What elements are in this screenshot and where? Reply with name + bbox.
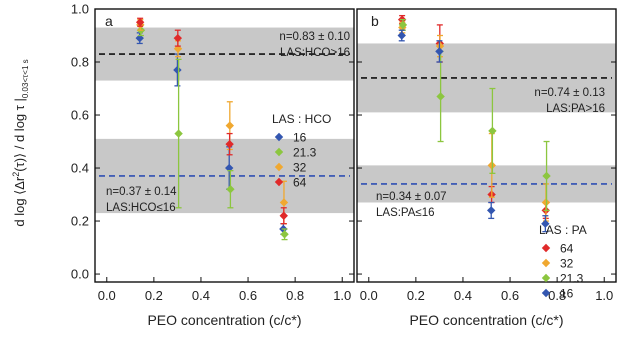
x-tick-label: 0.0 [360,288,378,303]
data-point-16 [397,31,406,40]
data-point-64 [279,211,288,220]
band-annotation-value: n=0.83 ± 0.10 [279,31,350,43]
panel-a: n=0.83 ± 0.10 LAS:HCO>16 n=0.37 ± 0.14 LAS:… [71,2,355,328]
legend-label: 32 [293,161,307,175]
legend-marker-21.3 [541,273,551,283]
x-tick-label: 0.6 [239,288,257,303]
legend-marker-21.3 [274,147,284,157]
x-tick-label: 1.0 [333,288,351,303]
x-tick-label: 0.4 [192,288,210,303]
legend-marker-64 [274,177,284,187]
x-tick-label: 1.0 [595,288,613,303]
data-point-21.3 [174,129,183,138]
legend-marker-64 [541,243,551,253]
x-tick-label: 0.4 [454,288,472,303]
y-tick-label: 0.0 [71,267,89,282]
x-tick-label: 0.6 [501,288,519,303]
legend-label: 64 [560,242,574,256]
band-annotation-label: LAS:PA≤16 [376,207,435,219]
x-axis-label: PEO concentration (c/c*) [147,312,301,328]
legend-label: 21.3 [293,146,317,160]
data-point-21.3 [280,230,289,239]
data-point-64 [225,139,234,149]
data-point-32 [173,44,183,53]
panel-letter: b [371,13,379,29]
legend-title: LAS : HCO [272,112,331,126]
data-point-16 [487,206,496,215]
data-point-64 [135,18,145,27]
data-point-21.3 [436,92,445,101]
legend-marker-32 [541,258,551,268]
data-point-32 [279,198,289,207]
x-tick-label: 0.8 [548,288,566,303]
data-point-16 [435,47,444,56]
plot-frame [94,8,355,283]
band-annotation-value: n=0.74 ± 0.13 [534,87,605,99]
panel-letter: a [105,13,113,29]
data-point-21.3 [542,171,551,181]
panel-b: n=0.74 ± 0.13 LAS:PA>16 n=0.34 ± 0.07 LAS:P… [356,8,617,328]
y-tick-label: 0.6 [71,108,89,123]
band-annotation-label: LAS:HCO≤16 [106,202,176,214]
y-tick-label: 0.2 [71,214,89,229]
data-point-16 [541,219,550,228]
x-tick-label: 0.2 [145,288,163,303]
data-point-32 [225,121,235,130]
legend-marker-32 [274,162,284,172]
band-annotation-value: n=0.34 ± 0.07 [376,191,447,203]
legend-label: 21.3 [560,272,584,286]
data-point-21.3 [398,20,408,30]
plot-frame [356,8,617,283]
y-tick-label: 0.4 [71,161,89,176]
band-annotation-label: LAS:HCO>16 [280,47,350,59]
legend-label: 16 [293,131,307,145]
legend-marker-16 [274,132,284,142]
x-axis-label: PEO concentration (c/c*) [409,312,563,328]
legend-label: 32 [560,257,574,271]
y-tick-label: 0.8 [71,55,89,70]
data-point-16 [173,65,182,75]
data-point-21.3 [226,185,235,194]
x-tick-label: 0.0 [98,288,116,303]
legend-marker-16 [541,288,551,298]
legend-label: 64 [293,176,307,190]
y-tick-label: 1.0 [71,2,89,17]
x-tick-label: 0.2 [407,288,425,303]
band-annotation-label: LAS:PA>16 [546,103,605,115]
y-axis-label: d log ⟨Δr2(τ)⟩ / d log τ |0.03<τ<1 s [11,59,30,226]
data-point-21.3 [488,126,497,136]
band-annotation-value: n=0.37 ± 0.14 [106,186,177,198]
data-point-64 [173,33,183,43]
x-tick-label: 0.8 [286,288,304,303]
legend-title: LAS : PA [539,223,587,237]
legend-label: 16 [560,287,574,301]
